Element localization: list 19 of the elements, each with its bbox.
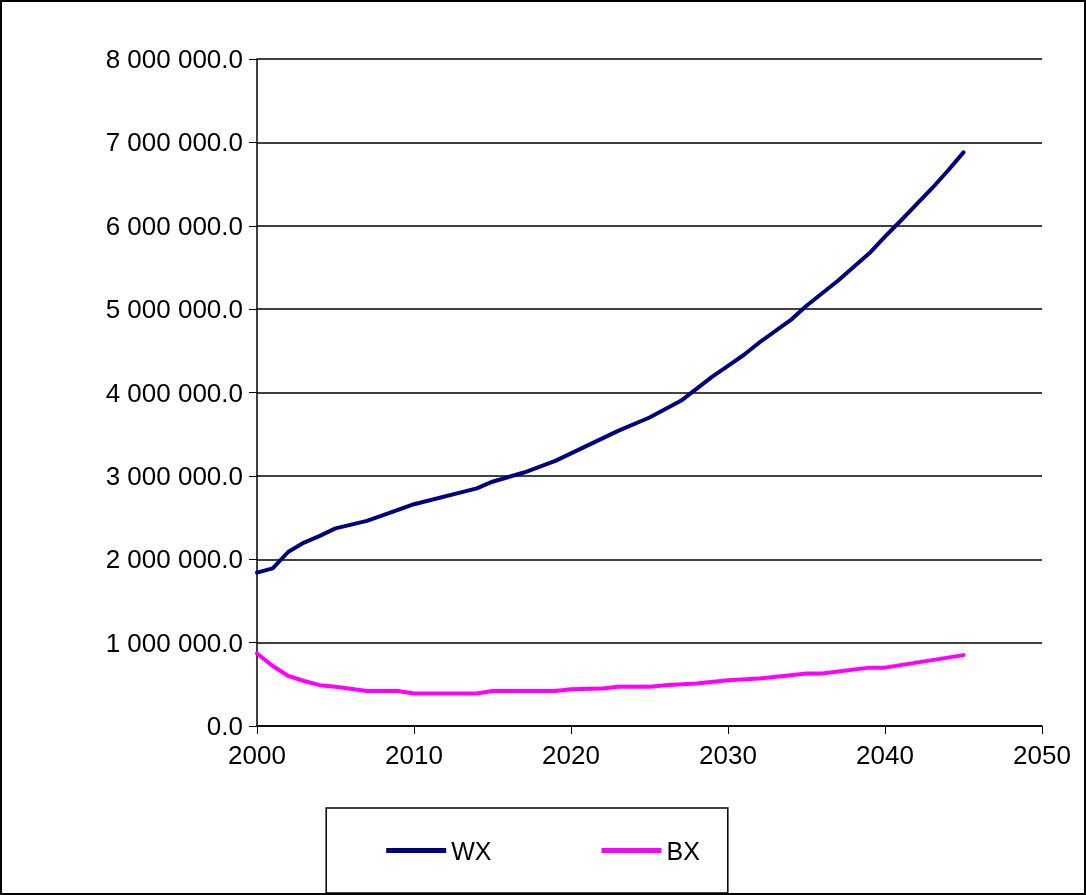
legend-label: WX xyxy=(451,836,492,865)
y-tick-label: 3 000 000.0 xyxy=(105,460,243,491)
line-series xyxy=(255,150,966,575)
x-tick-label: 2010 xyxy=(385,740,443,770)
y-tick-label: 0.0 xyxy=(206,711,243,741)
y-tick-label: 1 000 000.0 xyxy=(105,627,243,658)
legend-label: BX xyxy=(666,836,701,865)
y-tick-label: 7 000 000.0 xyxy=(105,127,243,158)
y-tick-label: 6 000 000.0 xyxy=(105,210,243,241)
x-tick-label: 2050 xyxy=(1013,740,1071,770)
x-tick-label: 2030 xyxy=(699,740,757,770)
line-series xyxy=(255,651,966,696)
y-tick-label: 2 000 000.0 xyxy=(105,544,243,575)
y-tick-label: 8 000 000.0 xyxy=(105,44,243,74)
x-tick-label: 2000 xyxy=(228,740,286,770)
y-tick-label: 5 000 000.0 xyxy=(105,294,243,325)
x-tick-label: 2020 xyxy=(542,740,600,770)
x-tick-label: 2040 xyxy=(856,740,914,770)
y-tick-label: 4 000 000.0 xyxy=(105,377,243,408)
